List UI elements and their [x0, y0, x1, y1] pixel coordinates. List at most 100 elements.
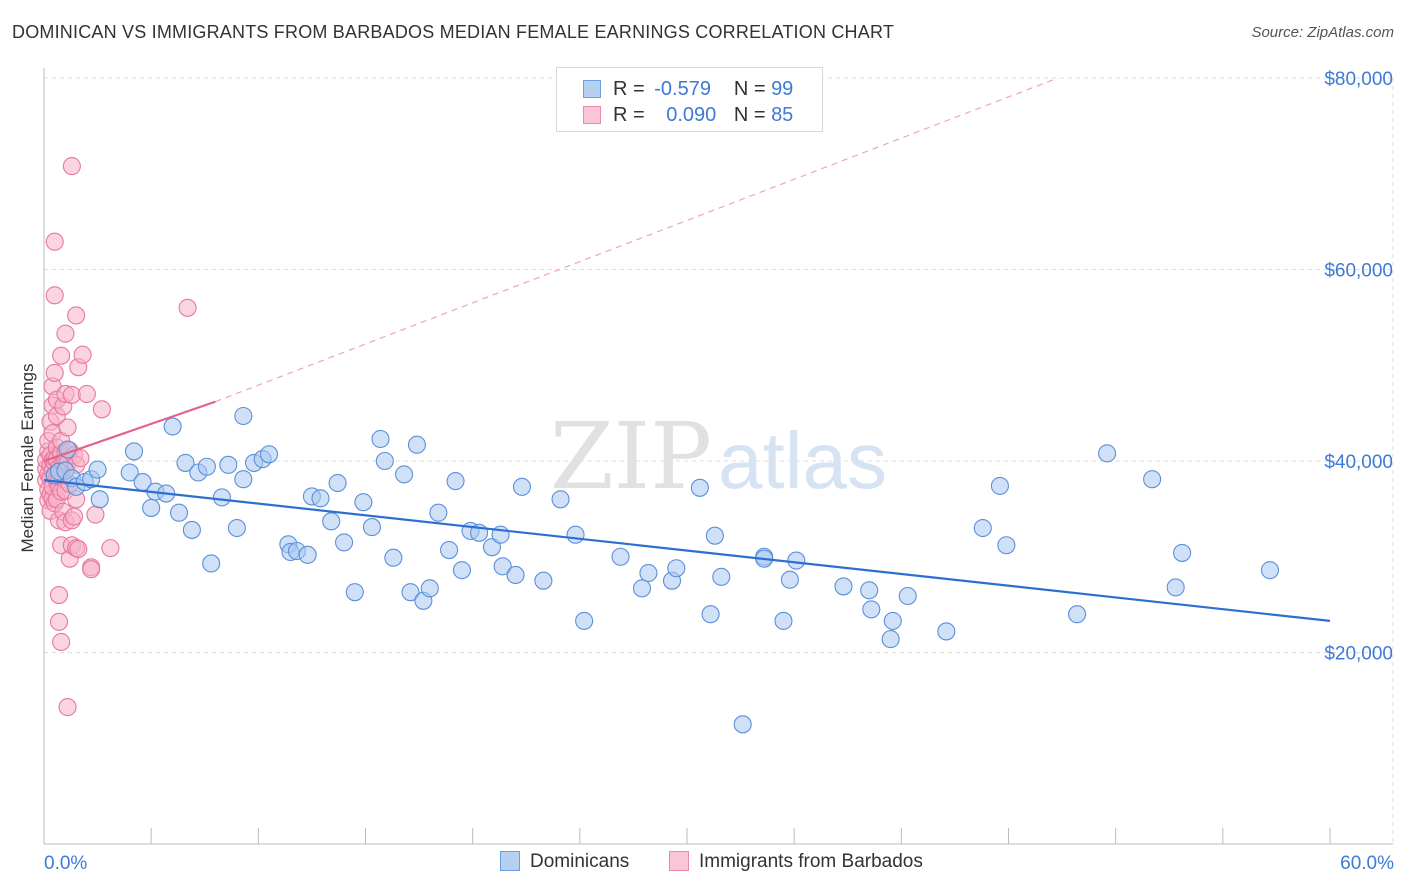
legend-swatch-dominicans — [500, 851, 520, 871]
x-axis-max-label: 60.0% — [1340, 853, 1394, 874]
dominicans-point — [429, 503, 448, 522]
barbados-point — [45, 363, 64, 382]
dominicans-point — [701, 605, 720, 624]
dominicans-point — [120, 463, 139, 482]
dominicans-trend-line — [43, 479, 1331, 622]
chart-title: DOMINICAN VS IMMIGRANTS FROM BARBADOS ME… — [12, 22, 895, 42]
dominicans-point — [395, 465, 414, 484]
barbados-point — [101, 539, 120, 558]
legend-swatch-dominicans — [583, 80, 601, 98]
barbados-trend-extension — [215, 77, 1059, 403]
dominicans-point — [834, 577, 853, 596]
dominicans-point — [452, 561, 472, 580]
dominicans-point — [345, 583, 364, 602]
legend-label-dominicans: Dominicans — [530, 851, 630, 872]
watermark-atlas: atlas — [718, 416, 887, 505]
dominicans-point — [384, 548, 403, 567]
dominicans-point — [88, 460, 107, 479]
y-tick-label: $60,000 — [1324, 261, 1393, 282]
dominicans-point — [611, 547, 630, 566]
dominicans-point — [639, 563, 658, 583]
y-tick-label: $40,000 — [1324, 452, 1393, 473]
barbados-point — [67, 306, 86, 325]
dominicans-point — [990, 476, 1009, 495]
dominicans-point — [787, 551, 806, 570]
dominicans-point — [124, 442, 144, 461]
dominicans-point — [937, 622, 956, 641]
barbados-point — [49, 612, 69, 631]
barbados-point — [49, 585, 69, 605]
dominicans-point — [575, 611, 594, 630]
dominicans-point — [440, 540, 459, 560]
dominicans-point — [881, 630, 900, 649]
barbados-point — [71, 449, 90, 468]
dominicans-point — [182, 520, 201, 539]
barbados-point — [45, 286, 64, 305]
dominicans-point — [512, 477, 532, 496]
barbados-point — [45, 232, 64, 251]
barbados-point — [62, 385, 81, 404]
watermark: ZIP atlas — [550, 403, 887, 510]
dominicans-point — [898, 586, 917, 606]
dominicans-point — [997, 536, 1016, 555]
dominicans-point — [311, 489, 330, 508]
series-dominicans-points — [45, 406, 1280, 734]
correlation-legend: R = -0.579 N = 99 R = 0.090 N = 85 — [556, 67, 823, 132]
dominicans-point — [1173, 543, 1192, 562]
dominicans-point — [446, 472, 465, 491]
dominicans-point — [1260, 561, 1280, 580]
legend-row-dominicans: R = -0.579 N = 99 — [583, 78, 793, 102]
dominicans-point — [705, 526, 724, 545]
dominicans-point — [420, 579, 439, 598]
barbados-point — [58, 698, 77, 717]
legend-r-label: R = — [613, 78, 645, 100]
dominicans-point — [202, 554, 221, 573]
dominicans-point — [90, 490, 109, 509]
source-label: Source: ZipAtlas.com — [1251, 24, 1394, 41]
y-tick-label: $20,000 — [1324, 644, 1393, 665]
legend-n-value: 99 — [771, 78, 794, 100]
barbados-point — [52, 346, 71, 365]
barbados-point — [82, 560, 101, 579]
dominicans-point — [973, 518, 992, 538]
legend-swatch-barbados — [583, 106, 601, 124]
y-axis-label: Median Female Earnings — [18, 363, 37, 553]
barbados-point — [69, 540, 88, 559]
y-axis-ticks: $20,000 $40,000 $60,000 $80,000 — [1324, 69, 1393, 665]
dominicans-point — [197, 457, 216, 476]
barbados-point — [178, 298, 197, 317]
dominicans-point — [482, 538, 502, 557]
barbados-point — [62, 157, 81, 176]
dominicans-point — [632, 579, 652, 598]
watermark-zip: ZIP — [550, 403, 712, 510]
barbados-trend-line — [43, 400, 216, 463]
dominicans-point — [169, 503, 189, 522]
dominicans-point — [551, 490, 570, 509]
dominicans-point — [142, 498, 161, 517]
legend-item-dominicans: Dominicans — [500, 851, 629, 873]
legend-n-label: N = — [733, 78, 766, 100]
dominicans-point — [1143, 470, 1162, 489]
dominicans-point — [234, 406, 253, 426]
barbados-point — [56, 324, 75, 343]
dominicans-point — [883, 611, 902, 630]
legend-label-barbados: Immigrants from Barbados — [699, 851, 923, 872]
dominicans-point — [733, 715, 752, 734]
dominicans-point — [1166, 578, 1185, 597]
dominicans-point — [401, 583, 420, 602]
x-axis-min-label: 0.0% — [44, 853, 88, 874]
dominicans-point — [1068, 605, 1087, 624]
legend-row-barbados: R = 0.090 N = 85 — [583, 104, 793, 128]
dominicans-point — [219, 455, 238, 474]
dominicans-point — [860, 581, 879, 600]
barbados-point — [92, 400, 111, 419]
barbados-point — [77, 384, 96, 404]
trend-lines — [43, 77, 1331, 622]
dominicans-point — [298, 545, 317, 564]
dominicans-point — [774, 611, 793, 630]
barbados-point — [52, 632, 71, 652]
legend-n-label: N = — [733, 104, 766, 126]
dominicans-point — [375, 451, 394, 471]
dominicans-point — [227, 518, 246, 538]
